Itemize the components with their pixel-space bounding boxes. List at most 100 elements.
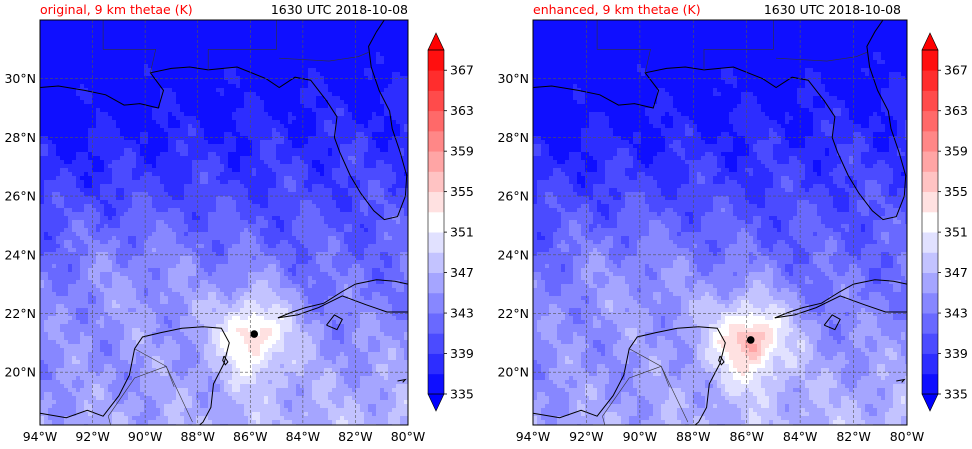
lon-tick-label: 90°W xyxy=(128,429,163,444)
colorbar-segment xyxy=(428,191,444,213)
colorbar-segment xyxy=(922,211,938,233)
coastline-isleYouth xyxy=(823,314,841,331)
map-frame xyxy=(532,19,908,426)
thetae-field xyxy=(533,20,907,425)
colorbar-extend-max xyxy=(921,32,939,51)
colorbar-segment xyxy=(428,232,444,253)
lon-tick-label: 88°W xyxy=(676,429,711,444)
panel-original: original, 9 km thetae (K) 1630 UTC 2018-… xyxy=(4,2,474,444)
colorbar-tick-label: 339 xyxy=(450,346,474,361)
colorbar-segment xyxy=(922,171,938,193)
gridlines xyxy=(533,20,907,425)
colorbar-frame xyxy=(427,49,445,395)
lon-tick-label: 84°W xyxy=(783,429,818,444)
colorbar-segment xyxy=(428,50,444,71)
colorbar-segment xyxy=(922,90,938,112)
colorbar-tick-label: 355 xyxy=(944,184,968,199)
colorbar-segment xyxy=(922,373,938,395)
coastline-gulfcoast xyxy=(533,66,705,109)
colorbar-segment xyxy=(922,353,938,375)
coastline-cuba xyxy=(774,279,907,319)
coastline-cubaSouth xyxy=(277,295,408,319)
colorbar-tick-label: 363 xyxy=(450,103,474,118)
lat-tick-label: 28°N xyxy=(4,130,36,145)
storm-center-marker xyxy=(250,330,259,338)
lon-tick-label: 82°W xyxy=(338,429,373,444)
colorbar-segment xyxy=(428,110,444,132)
border-line xyxy=(703,20,774,70)
colorbar-extend-min xyxy=(427,393,445,412)
border-line xyxy=(108,416,111,425)
panel-title-variable: enhanced, 9 km thetae (K) xyxy=(533,2,701,17)
colorbar-segment xyxy=(428,252,444,273)
colorbar-tick-label: 367 xyxy=(450,63,474,78)
lat-tick-label: 22°N xyxy=(497,306,529,321)
coastline-yucatan xyxy=(40,326,230,425)
lat-tick-label: 30°N xyxy=(497,71,529,86)
colorbar-segment xyxy=(922,130,938,152)
colorbar: 335 339 343 347 351 355 359 363 367 xyxy=(921,32,968,412)
lat-tick-label: 24°N xyxy=(4,247,36,262)
colorbar-segment xyxy=(922,272,938,294)
colorbar-tick-label: 351 xyxy=(450,225,474,240)
lon-tick-label: 92°W xyxy=(569,429,604,444)
border-line xyxy=(207,20,277,70)
border-line xyxy=(596,20,651,73)
lon-tick-label: 86°W xyxy=(729,429,764,444)
coastline-yucatan xyxy=(533,326,726,425)
panel-title-variable: original, 9 km thetae (K) xyxy=(40,2,193,17)
lon-tick-label: 92°W xyxy=(75,429,110,444)
colorbar-segment xyxy=(428,333,444,354)
colorbar-segment xyxy=(922,292,938,314)
colorbar-segment xyxy=(922,50,938,71)
storm-center-marker xyxy=(746,336,755,344)
colorbar-segment xyxy=(428,90,444,112)
coastline-cuba xyxy=(277,279,408,319)
colorbar-tick-label: 339 xyxy=(944,346,968,361)
lon-tick-label: 90°W xyxy=(623,429,658,444)
colorbar-segment xyxy=(428,70,444,91)
lon-tick-label: 80°W xyxy=(890,429,925,444)
lat-tick-label: 20°N xyxy=(497,365,529,380)
border-line xyxy=(165,366,193,423)
colorbar-segment xyxy=(428,151,444,172)
lon-tick-label: 94°W xyxy=(23,429,58,444)
lat-tick-label: 20°N xyxy=(4,365,36,380)
panel-title-time: 1630 UTC 2018-10-08 xyxy=(270,2,408,17)
colorbar-tick-label: 359 xyxy=(944,144,968,159)
colorbar-tick-label: 363 xyxy=(944,103,968,118)
colorbar-tick-label: 347 xyxy=(450,265,474,280)
colorbar-tick-label: 367 xyxy=(944,63,968,78)
colorbar-segment xyxy=(922,110,938,132)
colorbar-extend-max xyxy=(427,32,445,51)
colorbar-tick-label: 359 xyxy=(450,144,474,159)
colorbar-tick-label: 335 xyxy=(944,387,968,402)
border-line xyxy=(660,366,689,423)
coastline-cozumel xyxy=(222,355,229,366)
coastline-florida xyxy=(703,20,907,221)
panel-title-time: 1630 UTC 2018-10-08 xyxy=(763,2,901,17)
lon-tick-label: 88°W xyxy=(180,429,215,444)
border-line xyxy=(602,366,662,417)
colorbar-segment xyxy=(922,313,938,334)
coastlines xyxy=(533,20,907,425)
colorbar-tick-label: 347 xyxy=(944,265,968,280)
border-line xyxy=(102,20,157,73)
panel-enhanced: enhanced, 9 km thetae (K) 1630 UTC 2018-… xyxy=(486,0,972,449)
lat-tick-label: 26°N xyxy=(497,189,529,204)
coastline-jamaicaHint xyxy=(896,378,906,383)
colorbar-segment xyxy=(428,211,444,233)
colorbar-segment xyxy=(922,333,938,354)
colorbar-segment xyxy=(922,70,938,91)
colorbar-tick-label: 343 xyxy=(944,306,968,321)
colorbar: 335 339 343 347 351 355 359 363 367 xyxy=(427,32,474,412)
lat-tick-label: 28°N xyxy=(497,130,529,145)
gridlines xyxy=(40,20,408,425)
colorbar-segment xyxy=(428,353,444,375)
coastline-gulfcoast xyxy=(40,66,209,109)
lon-tick-label: 82°W xyxy=(836,429,871,444)
coastline-jamaicaHint xyxy=(397,378,407,383)
lon-tick-label: 94°W xyxy=(516,429,551,444)
colorbar-tick-label: 355 xyxy=(450,184,474,199)
colorbar-segment xyxy=(922,232,938,253)
